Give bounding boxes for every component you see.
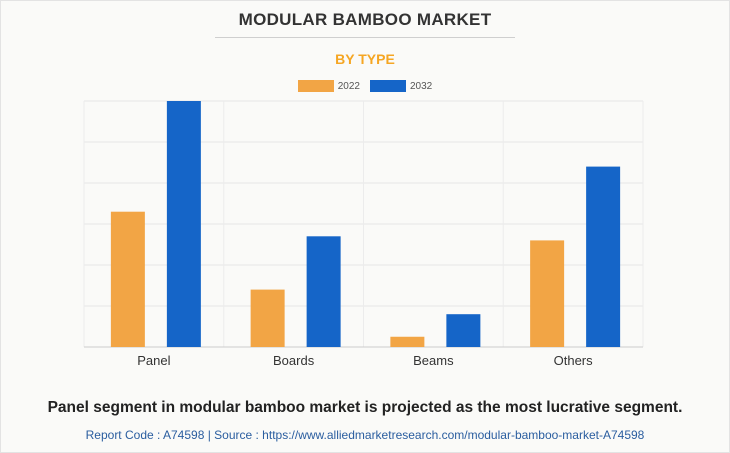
chart-title: MODULAR BAMBOO MARKET	[238, 10, 492, 29]
chart-subtitle: BY TYPE	[335, 51, 395, 67]
x-tick-label-others: Others	[554, 353, 594, 368]
bar-panel-2032	[166, 101, 201, 347]
legend-label-2032: 2032	[410, 80, 433, 92]
legend-swatch-2022	[297, 80, 334, 92]
bar-panel-2022	[110, 211, 145, 347]
x-tick-label-panel: Panel	[137, 353, 170, 368]
legend-label-2022: 2022	[337, 80, 360, 92]
bar-others-2022	[530, 240, 565, 347]
legend: 2022 2032	[0, 80, 730, 92]
legend-swatch-2032	[370, 80, 406, 92]
legend-item-2022: 2022	[297, 80, 360, 92]
chart-footnote: Panel segment in modular bamboo market i…	[47, 399, 683, 416]
bar-others-2032	[586, 166, 621, 347]
title-divider	[215, 37, 515, 38]
x-tick-label-boards: Boards	[273, 353, 315, 368]
legend-item-2032: 2032	[370, 80, 432, 92]
bar-beams-2022	[390, 336, 425, 347]
bar-boards-2022	[250, 289, 285, 347]
x-tick-label-beams: Beams	[413, 353, 454, 368]
bar-boards-2032	[306, 236, 341, 347]
source-line: Report Code : A74598 | Source : https://…	[85, 428, 645, 442]
bar-beams-2032	[446, 314, 481, 347]
